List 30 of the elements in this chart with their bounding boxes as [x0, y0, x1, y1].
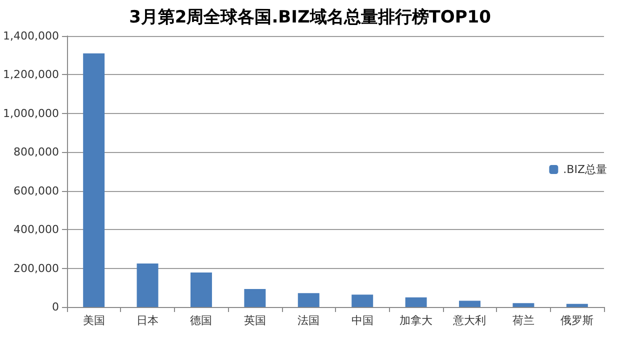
y-tick-label: 0	[52, 300, 59, 314]
bar	[83, 53, 105, 307]
chart-title: 3月第2周全球各国.BIZ域名总量排行榜TOP10	[129, 8, 492, 28]
x-tick-label: 中国	[351, 314, 374, 327]
y-tick-label: 600,000	[13, 184, 59, 198]
bar	[298, 293, 320, 307]
x-tick-label: 俄罗斯	[560, 314, 594, 327]
bar	[136, 263, 158, 307]
x-tick-label: 法国	[298, 314, 320, 327]
bar	[244, 289, 266, 307]
bar	[512, 303, 534, 307]
y-tick-label: 1,000,000	[3, 106, 59, 120]
x-tick-label: 意大利	[452, 314, 486, 327]
x-tick-label: 美国	[82, 314, 105, 327]
x-tick-label: 日本	[136, 314, 159, 327]
y-tick-label: 200,000	[13, 262, 59, 275]
bar	[459, 300, 480, 307]
x-tick-label: 德国	[190, 314, 212, 327]
bar	[190, 272, 212, 307]
bar	[352, 294, 374, 307]
x-tick-label: 英国	[244, 314, 266, 327]
y-tick-label: 1,200,000	[3, 68, 59, 82]
y-tick-label: 800,000	[13, 146, 59, 159]
bar	[566, 304, 588, 307]
y-tick-label: 400,000	[13, 223, 59, 236]
y-tick-label: 1,400,000	[3, 30, 59, 42]
bar	[405, 297, 427, 307]
legend-label: .BIZ总量	[563, 163, 608, 176]
x-tick-label: 荷兰	[512, 314, 534, 327]
x-tick-label: 加拿大	[400, 314, 433, 327]
